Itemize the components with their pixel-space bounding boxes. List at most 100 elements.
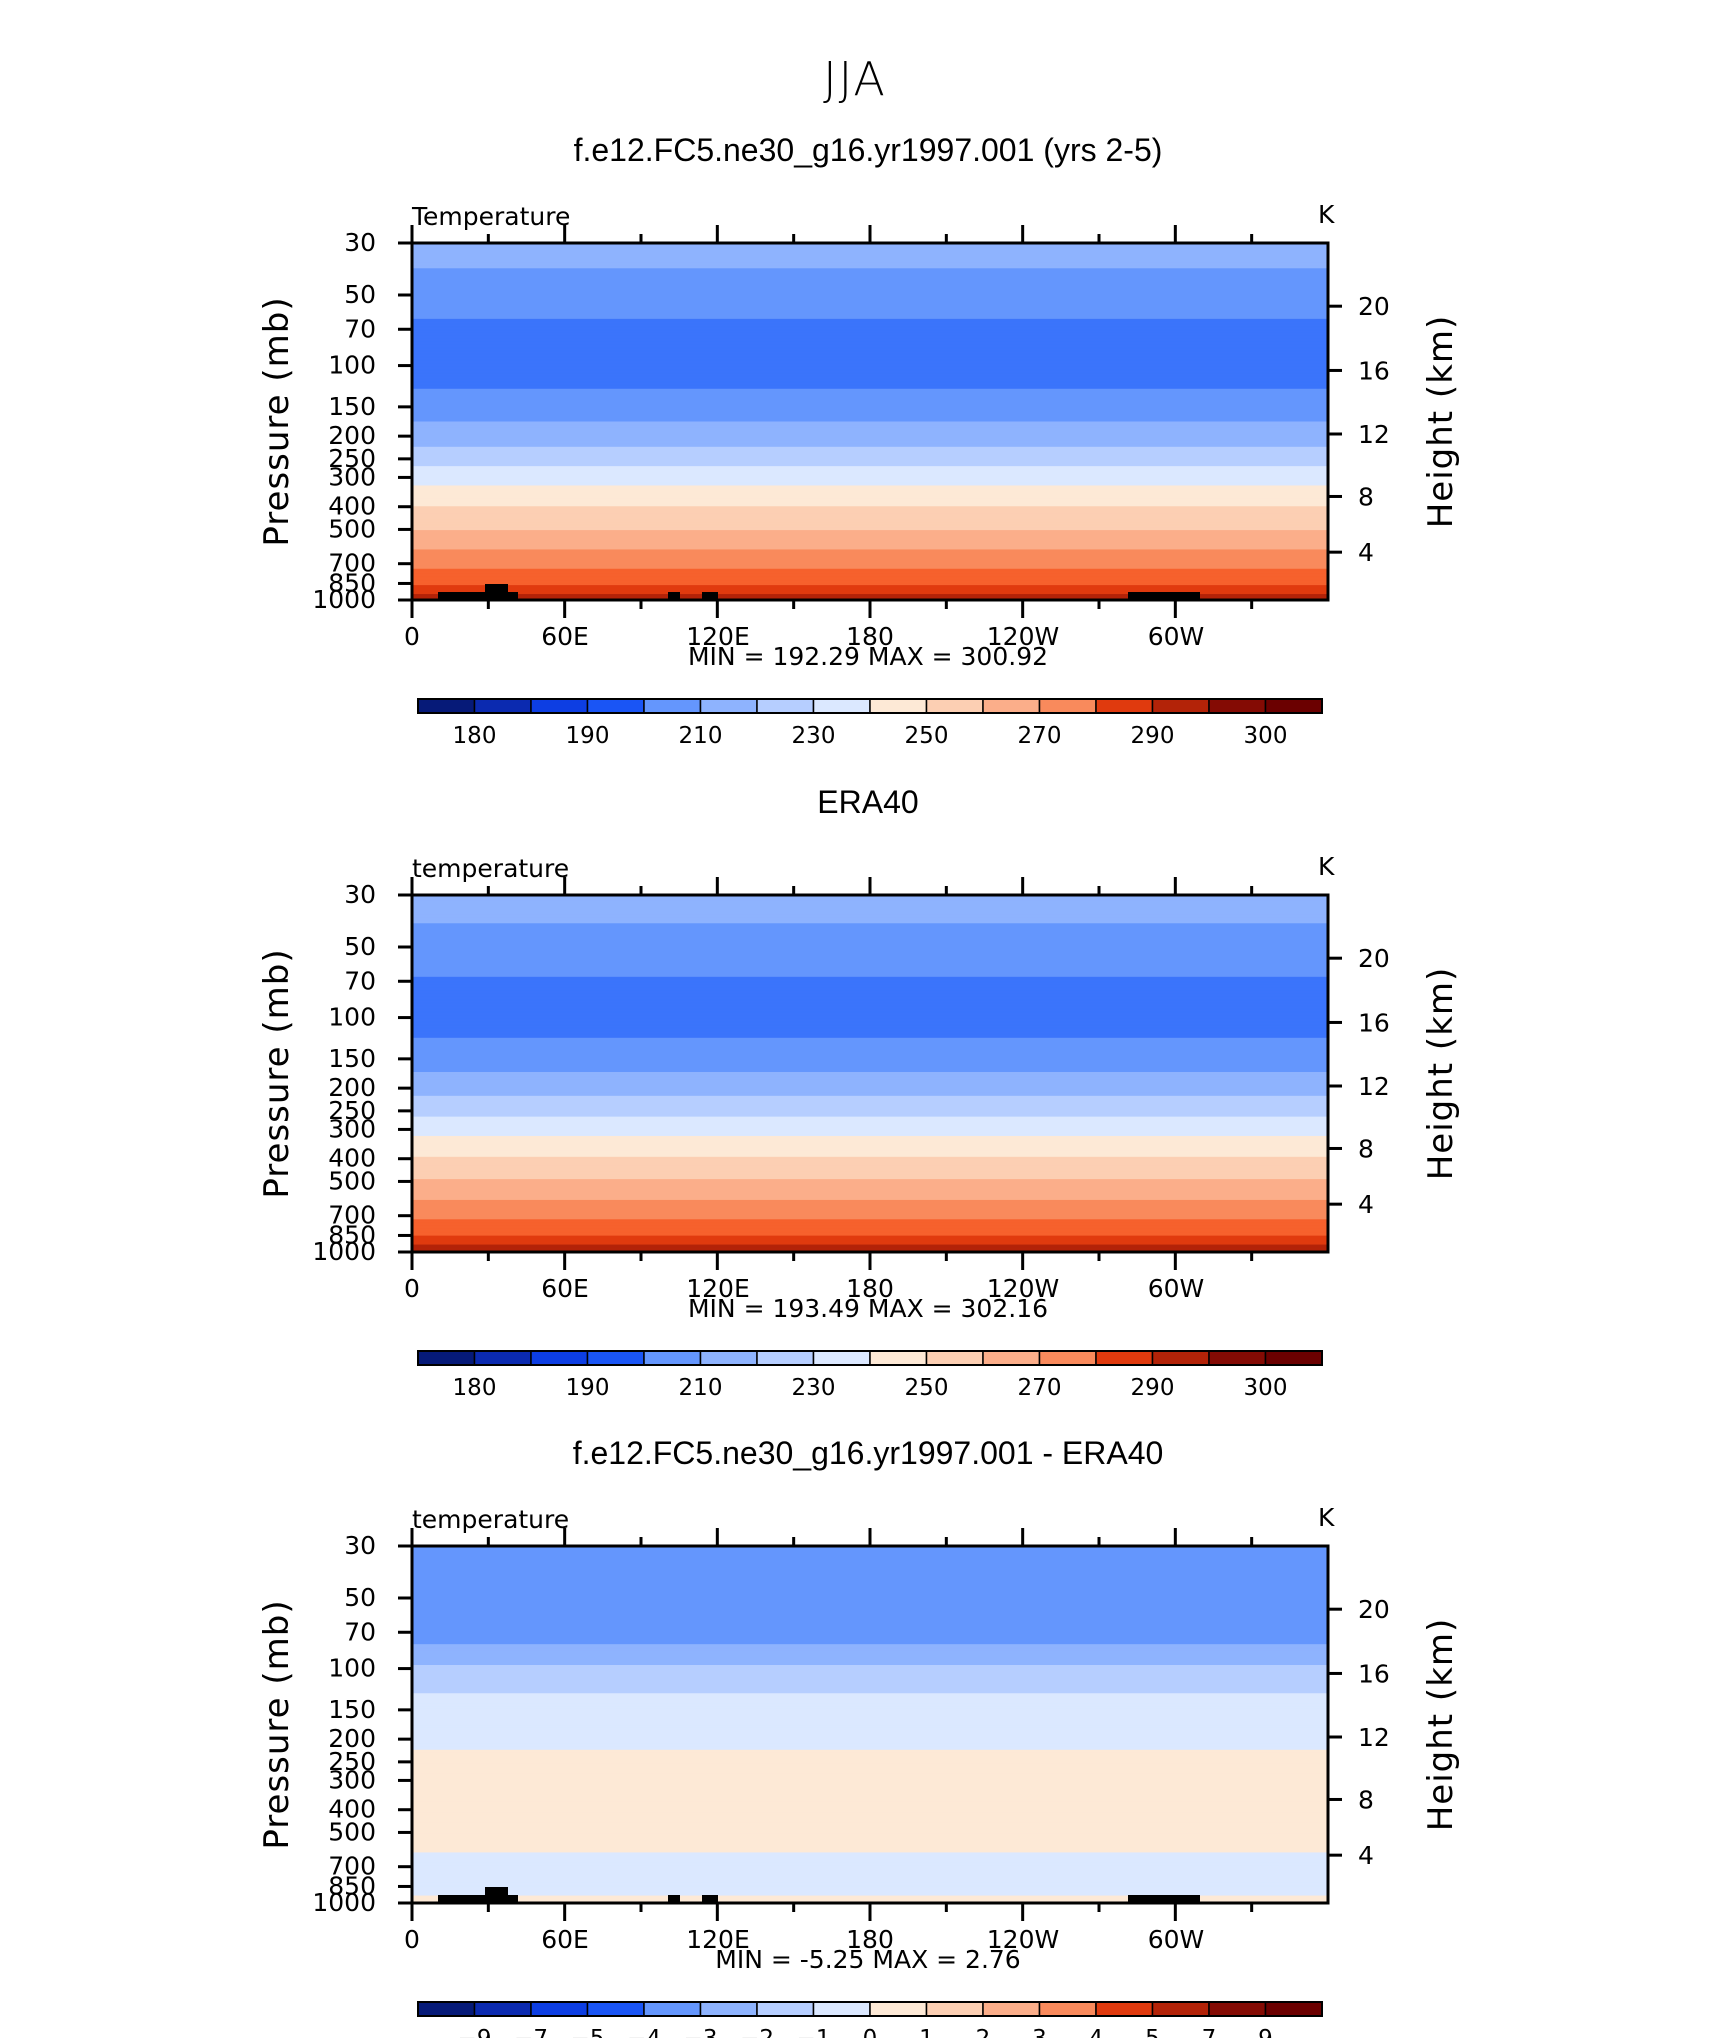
y-tick-label: 400 xyxy=(328,492,376,521)
contour-band xyxy=(412,254,1328,258)
contour-band xyxy=(412,1566,1328,1570)
contour-band xyxy=(412,274,1328,277)
contour-band xyxy=(412,1014,1328,1017)
contour-band xyxy=(412,568,1328,572)
contour-band xyxy=(412,430,1328,433)
contour-band xyxy=(412,370,1328,374)
colorbar-box xyxy=(699,1350,758,1366)
contour-band xyxy=(412,1058,1328,1061)
contour-band xyxy=(412,1843,1328,1846)
contour-band xyxy=(412,1849,1328,1852)
contour-band xyxy=(412,1180,1328,1183)
contour-fill xyxy=(412,243,1328,600)
contour-band xyxy=(412,918,1328,922)
contour-band xyxy=(412,1696,1328,1699)
contour-band xyxy=(412,448,1328,451)
contour-band xyxy=(412,972,1328,975)
contour-band xyxy=(412,1134,1328,1137)
y-right-axis-title: Height (km) xyxy=(1421,315,1461,529)
colorbar-box xyxy=(756,698,815,714)
contour-band xyxy=(412,524,1328,527)
contour-band xyxy=(412,1690,1328,1693)
contour-band xyxy=(412,1231,1328,1234)
contour-band xyxy=(412,1003,1328,1006)
contour-band xyxy=(412,1654,1328,1657)
contour-band xyxy=(412,344,1328,347)
contour-band xyxy=(412,1602,1328,1605)
contour-band xyxy=(412,266,1328,270)
contour-band xyxy=(412,1042,1328,1045)
contour-band xyxy=(412,1060,1328,1063)
contour-band xyxy=(412,1092,1328,1096)
contour-band xyxy=(412,1091,1328,1094)
contour-band xyxy=(412,305,1328,308)
contour-band xyxy=(412,327,1328,331)
contour-band xyxy=(412,317,1328,320)
contour-band xyxy=(412,437,1328,441)
contour-band xyxy=(412,579,1328,582)
colorbar-box xyxy=(756,2001,815,2017)
colorbar-box xyxy=(643,2001,702,2017)
contour-band xyxy=(412,1229,1328,1232)
contour-band xyxy=(412,348,1328,351)
contour-band xyxy=(412,433,1328,436)
contour-band xyxy=(412,1018,1328,1021)
contour-band xyxy=(412,1670,1328,1674)
contour-band xyxy=(412,1839,1328,1842)
x-tick-label: 60W xyxy=(1148,1274,1205,1303)
contour-band xyxy=(412,497,1328,500)
contour-band xyxy=(412,1562,1328,1565)
colorbar-box xyxy=(586,698,645,714)
units-label: K xyxy=(1318,1503,1335,1532)
contour-band xyxy=(412,1606,1328,1610)
y-right-tick-label: 8 xyxy=(1358,1134,1374,1163)
contour-band xyxy=(412,1672,1328,1675)
contour-band xyxy=(412,1554,1328,1558)
contour-band xyxy=(412,1089,1328,1093)
contour-band xyxy=(412,357,1328,360)
contour-band xyxy=(412,1641,1328,1644)
colorbar-box xyxy=(869,2001,928,2017)
contour-band xyxy=(412,292,1328,295)
units-label: K xyxy=(1318,200,1335,229)
contour-band xyxy=(412,1847,1328,1851)
contour-band xyxy=(412,1679,1328,1683)
contour-band xyxy=(412,556,1328,560)
contour-band xyxy=(412,415,1328,418)
y-tick-label: 200 xyxy=(328,421,376,450)
contour-band xyxy=(412,546,1328,549)
contour-band xyxy=(412,958,1328,962)
contour-band xyxy=(412,1587,1328,1590)
contour-band xyxy=(412,350,1328,353)
contour-band xyxy=(412,408,1328,411)
contour-band xyxy=(412,421,1328,424)
contour-band xyxy=(412,1130,1328,1133)
contour-band xyxy=(412,1627,1328,1631)
contour-band xyxy=(412,562,1328,566)
contour-band xyxy=(412,967,1328,971)
contour-band xyxy=(412,1798,1328,1802)
contour-band xyxy=(412,915,1328,919)
contour-band xyxy=(412,1791,1328,1794)
contour-band xyxy=(412,446,1328,450)
contour-band xyxy=(412,384,1328,387)
contour-band xyxy=(412,1709,1328,1712)
contour-band xyxy=(412,271,1328,274)
contour-band xyxy=(412,1725,1328,1729)
panel-title: f.e12.FC5.ne30_g16.yr1997.001 (yrs 2-5) xyxy=(574,132,1163,168)
contour-band xyxy=(412,1036,1328,1039)
contour-band xyxy=(412,897,1328,901)
contour-band xyxy=(412,1615,1328,1619)
contour-band xyxy=(412,1560,1328,1564)
contour-band xyxy=(412,521,1328,524)
contour-band xyxy=(412,576,1328,579)
contour-band xyxy=(412,1191,1328,1194)
contour-band xyxy=(412,309,1328,313)
contour-band xyxy=(412,1082,1328,1085)
contour-band xyxy=(412,1578,1328,1582)
contour-band xyxy=(412,994,1328,997)
contour-band xyxy=(412,1008,1328,1011)
contour-band xyxy=(412,591,1328,594)
contour-band xyxy=(412,1834,1328,1837)
